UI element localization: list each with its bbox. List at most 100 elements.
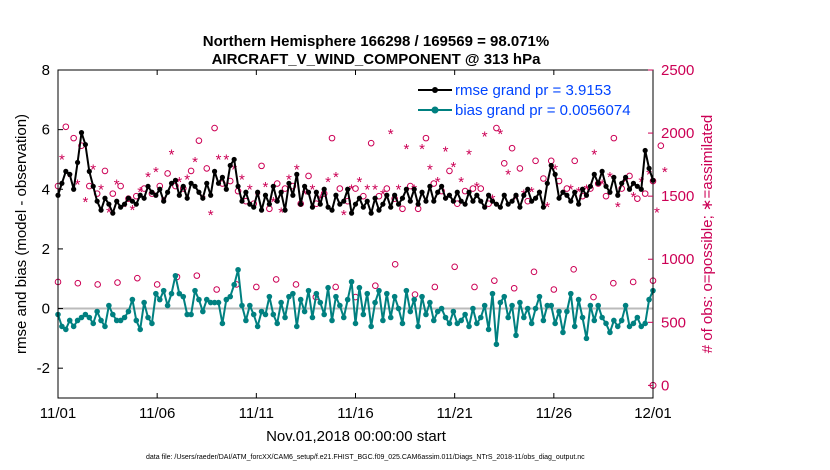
- obs-possible-low-marker: [213, 286, 220, 293]
- bias-point: [434, 308, 441, 315]
- obs-possible-low-marker: [491, 277, 498, 284]
- rmse-point: [74, 159, 81, 166]
- rmse-point: [63, 168, 69, 174]
- rmse-point: [219, 174, 226, 180]
- obs-assimilated-marker: *: [302, 187, 308, 204]
- bias-point: [207, 299, 214, 306]
- obs-possible-marker: [493, 124, 500, 132]
- rmse-point: [227, 162, 233, 169]
- bias-point: [528, 320, 535, 327]
- rmse-point: [603, 183, 609, 189]
- bias-point: [78, 314, 85, 321]
- rmse-point: [274, 198, 280, 204]
- rmse-point: [482, 204, 488, 210]
- bias-point: [513, 332, 519, 339]
- obs-possible-marker: [273, 180, 281, 187]
- rmse-point: [509, 198, 515, 204]
- bias-point: [458, 317, 464, 324]
- obs-possible-marker: [164, 170, 171, 177]
- plot-area: [58, 70, 653, 398]
- x-tick-label: 11/01: [40, 405, 76, 422]
- bias-point: [282, 314, 288, 321]
- bias-point: [63, 326, 69, 333]
- obs-assimilated-marker: *: [106, 204, 112, 221]
- obs-assimilated-marker: *: [114, 177, 120, 194]
- obs-possible-marker: [500, 160, 508, 167]
- rmse-point: [513, 192, 519, 198]
- rmse-point: [384, 192, 390, 198]
- rmse-point: [497, 204, 503, 210]
- obs-assimilated-marker: *: [263, 179, 269, 196]
- bias-point: [333, 293, 339, 300]
- y-right-tick-label: 500: [661, 314, 686, 331]
- bias-point: [387, 314, 394, 321]
- rmse-point: [153, 192, 159, 198]
- bias-point: [59, 323, 65, 330]
- obs-assimilated-marker: *: [145, 169, 151, 186]
- bias-point: [352, 320, 359, 327]
- bias-point: [164, 302, 171, 309]
- bias-point: [360, 311, 367, 318]
- obs-assimilated-marker: *: [129, 202, 135, 219]
- bias-point: [98, 317, 104, 324]
- obs-assimilated-marker: *: [458, 174, 464, 191]
- bias-point: [532, 305, 539, 312]
- obs-assimilated-marker: *: [646, 166, 652, 183]
- y-left-tick-label: 0: [42, 301, 50, 318]
- bias-point: [113, 317, 120, 324]
- bias-point: [348, 278, 355, 285]
- obs-assimilated-marker: *: [231, 161, 237, 178]
- rmse-point: [137, 192, 143, 198]
- obs-assimilated-marker: *: [443, 144, 449, 161]
- obs-assimilated-marker: *: [341, 207, 347, 224]
- rmse-point: [360, 204, 366, 210]
- obs-possible-low-marker: [134, 274, 141, 282]
- obs-possible-marker: [407, 182, 414, 190]
- obs-possible-low-marker: [272, 276, 280, 283]
- rmse-point: [525, 186, 531, 192]
- bias-point: [168, 290, 175, 297]
- rmse-point: [485, 192, 492, 198]
- rmse-point: [106, 201, 112, 207]
- bias-point: [536, 293, 543, 300]
- bias-point: [626, 323, 633, 330]
- rmse-point: [556, 195, 562, 201]
- bias-point: [258, 308, 265, 315]
- rmse-point: [552, 171, 558, 177]
- bias-point: [274, 320, 281, 327]
- bias-point: [133, 317, 140, 324]
- obs-assimilated-marker: *: [544, 199, 550, 216]
- obs-assimilated-marker: *: [435, 174, 441, 191]
- obs-assimilated-marker: *: [631, 189, 637, 206]
- rmse-point: [380, 201, 386, 207]
- rmse-point: [478, 198, 484, 204]
- y-left-tick-label: 2: [42, 241, 50, 258]
- bias-point: [137, 326, 144, 333]
- bias-point: [141, 299, 147, 306]
- obs-possible-marker: [211, 124, 218, 132]
- bias-point: [423, 311, 429, 318]
- x-axis-label: Nov.01,2018 00:00:00 start: [266, 428, 447, 445]
- rmse-point: [388, 204, 394, 210]
- rmse-point: [572, 189, 578, 195]
- rmse-point: [611, 174, 617, 180]
- obs-assimilated-marker: *: [513, 192, 519, 209]
- obs-possible-marker: [508, 144, 516, 152]
- bias-point: [446, 320, 453, 327]
- bias-point: [321, 311, 327, 318]
- obs-possible-marker: [62, 123, 70, 131]
- obs-possible-low-marker: [372, 282, 379, 290]
- obs-possible-marker: [367, 139, 375, 147]
- rmse-point: [329, 207, 335, 213]
- obs-possible-marker: [532, 157, 539, 165]
- bias-point: [286, 293, 292, 300]
- obs-possible-marker: [634, 195, 641, 202]
- bias-point: [395, 305, 402, 312]
- rmse-point: [309, 204, 316, 210]
- x-tick-label: 11/11: [239, 405, 274, 422]
- rmse-point: [407, 198, 413, 204]
- bias-point: [556, 308, 562, 315]
- rmse-point: [474, 192, 480, 198]
- rmse-point: [211, 168, 218, 174]
- obs-assimilated-marker: *: [278, 204, 284, 221]
